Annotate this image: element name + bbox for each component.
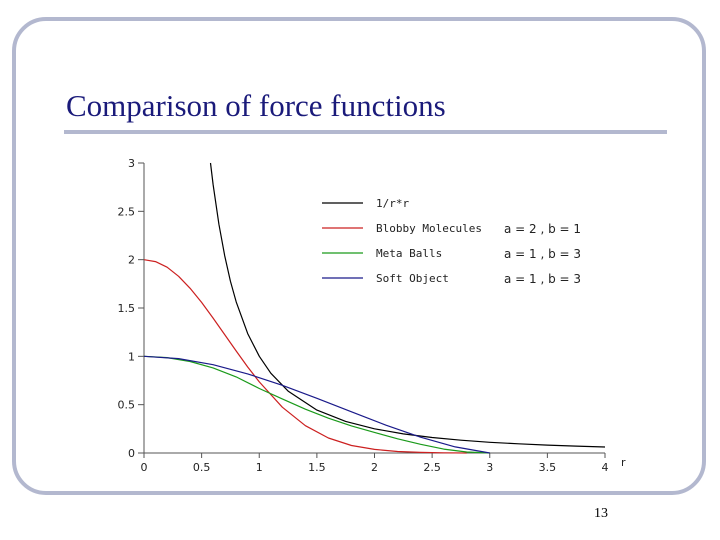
series-line-3 <box>143 355 490 454</box>
y-tick-label: 1 <box>128 350 135 363</box>
y-tick-label: 3 <box>128 157 135 170</box>
page-number: 13 <box>594 506 608 521</box>
legend-params-2: a = 1 , b = 3 <box>504 247 581 261</box>
y-tick-label: 0.5 <box>118 399 136 412</box>
x-tick-label: 3 <box>486 461 493 474</box>
x-tick-label: 4 <box>602 461 609 474</box>
series-line-2 <box>143 355 490 454</box>
y-tick-label: 1.5 <box>118 302 136 315</box>
legend-label-1: Blobby Molecules <box>376 222 482 235</box>
legend-label-0: 1/r*r <box>376 197 409 210</box>
y-tick-label: 2.5 <box>118 205 136 218</box>
x-tick-label: 0.5 <box>193 461 211 474</box>
legend-label-3: Soft Object <box>376 272 449 285</box>
x-tick-label: 1.5 <box>308 461 326 474</box>
legend-params-3: a = 1 , b = 3 <box>504 272 581 286</box>
x-tick-label: 3.5 <box>539 461 557 474</box>
series-line-0 <box>209 162 606 448</box>
x-axis-label: r <box>621 456 626 469</box>
y-tick-label: 0 <box>128 447 135 460</box>
slide-title: Comparison of force functions <box>66 88 446 123</box>
chart-axes: 0 0.5 1 1.5 2 2.5 3 3.5 4 0 0.5 1 1.5 2 2.5 3 r <box>118 157 627 474</box>
x-tick-label: 0 <box>141 461 148 474</box>
x-tick-label: 2.5 <box>423 461 441 474</box>
legend-label-2: Meta Balls <box>376 247 442 260</box>
chart-legend: 1/r*r Blobby Molecules a = 2 , b = 1 Meta B… <box>322 197 581 286</box>
legend-params-1: a = 2 , b = 1 <box>504 222 581 236</box>
title-underline <box>64 130 667 134</box>
y-tick-label: 2 <box>128 254 135 267</box>
x-tick-label: 1 <box>256 461 263 474</box>
chart-series <box>143 162 606 454</box>
x-tick-label: 2 <box>371 461 378 474</box>
series-line-1 <box>143 259 467 454</box>
slide-frame <box>12 17 706 495</box>
